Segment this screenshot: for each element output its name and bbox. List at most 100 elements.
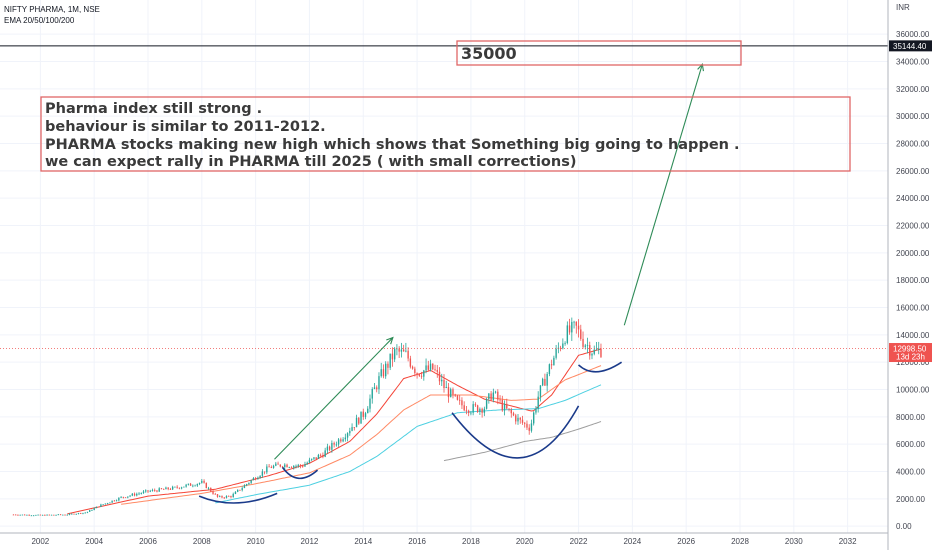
candle-body bbox=[458, 399, 461, 401]
base-arc-2 bbox=[281, 466, 319, 480]
ema-line-ema20 bbox=[67, 348, 602, 515]
candle-body bbox=[73, 513, 75, 515]
candle-body bbox=[465, 410, 468, 412]
candle-body bbox=[183, 486, 185, 488]
candle-body bbox=[461, 400, 463, 406]
candle-body bbox=[528, 427, 530, 431]
candle-body bbox=[367, 408, 369, 414]
candle-body bbox=[342, 439, 344, 442]
note-annotation[interactable]: Pharma index still strong . behaviour is… bbox=[40, 96, 851, 172]
candle-body bbox=[380, 369, 382, 377]
target-annotation[interactable]: 35000 bbox=[456, 40, 742, 66]
candle-body bbox=[337, 439, 340, 445]
candle-body bbox=[512, 413, 515, 416]
candle-body bbox=[293, 465, 295, 468]
candle-body bbox=[333, 442, 335, 445]
candle-body bbox=[310, 458, 313, 460]
candle-body bbox=[497, 391, 499, 400]
candle-body bbox=[541, 378, 544, 386]
candle-body bbox=[530, 423, 533, 431]
candle-body bbox=[438, 371, 441, 382]
candle-body bbox=[407, 350, 409, 359]
y-tick-label: 10000.00 bbox=[896, 386, 930, 395]
candle-body bbox=[308, 459, 311, 463]
candle-body bbox=[120, 496, 122, 498]
drawings bbox=[0, 45, 888, 504]
candle-body bbox=[232, 493, 234, 498]
y-tick-label: 22000.00 bbox=[896, 222, 930, 231]
candle-body bbox=[84, 512, 86, 514]
candle-body bbox=[589, 345, 591, 356]
candle-body bbox=[593, 349, 595, 354]
candle-body bbox=[591, 353, 593, 356]
candle-body bbox=[445, 386, 447, 389]
candle-body bbox=[418, 373, 421, 376]
candle-body bbox=[499, 399, 501, 401]
candle-body bbox=[142, 491, 145, 494]
candle-body bbox=[95, 506, 98, 509]
candle-body bbox=[288, 467, 290, 468]
candle-body bbox=[331, 442, 333, 450]
candle-body bbox=[344, 437, 347, 440]
x-tick-label: 2020 bbox=[516, 537, 534, 546]
candle-body bbox=[241, 488, 243, 491]
last-price-tag: 12998.50 13d 23h bbox=[889, 343, 932, 363]
candle-body bbox=[225, 495, 228, 498]
candle-body bbox=[360, 411, 362, 424]
x-tick-label: 2002 bbox=[31, 537, 49, 546]
candle-body bbox=[216, 494, 219, 497]
candle-body bbox=[180, 487, 183, 489]
candle-body bbox=[187, 483, 190, 485]
candle-body bbox=[28, 514, 30, 516]
time-axis[interactable]: 2002 2004 2006 2008 2010 2012 2014 2016 2018 2020… bbox=[31, 537, 857, 546]
candle-body bbox=[100, 504, 102, 507]
candle-body bbox=[441, 379, 443, 382]
candle-body bbox=[261, 471, 264, 476]
x-tick-label: 2008 bbox=[193, 537, 211, 546]
indicator-legend[interactable]: EMA 20/50/100/200 bbox=[4, 16, 75, 25]
candle-body bbox=[176, 486, 178, 488]
note-line-1: Pharma index still strong . bbox=[45, 101, 262, 117]
y-tick-label: 4000.00 bbox=[896, 468, 925, 477]
candle-body bbox=[398, 348, 400, 352]
candle-body bbox=[447, 386, 450, 398]
x-tick-label: 2024 bbox=[623, 537, 641, 546]
candle-body bbox=[239, 489, 241, 491]
candle-body bbox=[66, 514, 68, 516]
candle-body bbox=[169, 489, 172, 490]
candle-body bbox=[524, 422, 526, 424]
x-tick-label: 2022 bbox=[570, 537, 588, 546]
candle-body bbox=[326, 446, 329, 451]
candle-body bbox=[205, 482, 208, 489]
candle-body bbox=[400, 349, 403, 352]
y-tick-label: 36000.00 bbox=[896, 30, 930, 39]
candle-body bbox=[35, 514, 37, 516]
x-tick-label: 2018 bbox=[462, 537, 480, 546]
candle-body bbox=[559, 347, 562, 349]
candle-body bbox=[586, 345, 589, 346]
candle-body bbox=[427, 365, 430, 370]
candle-body bbox=[145, 490, 147, 492]
price-axis[interactable]: 0.00 2000.00 4000.00 6000.00 8000.00 10000.00… bbox=[896, 30, 930, 531]
candle-body bbox=[30, 515, 33, 517]
candle-body bbox=[346, 433, 349, 438]
candle-body bbox=[546, 373, 548, 386]
candle-body bbox=[57, 514, 60, 516]
candle-body bbox=[371, 389, 373, 399]
candle-body bbox=[167, 487, 169, 490]
candle-body bbox=[192, 485, 194, 487]
candle-body bbox=[600, 348, 602, 357]
candle-body bbox=[443, 379, 445, 389]
candle-body bbox=[580, 329, 582, 339]
candle-body bbox=[517, 417, 519, 422]
trend-arrow-head-2 bbox=[697, 63, 704, 72]
y-tick-label: 16000.00 bbox=[896, 304, 930, 313]
candle-body bbox=[277, 463, 279, 465]
candle-body bbox=[302, 466, 304, 467]
candle-body bbox=[196, 483, 199, 486]
candle-body bbox=[189, 483, 192, 486]
x-tick-label: 2026 bbox=[677, 537, 695, 546]
candle-body bbox=[353, 427, 356, 428]
candle-body bbox=[275, 463, 277, 466]
